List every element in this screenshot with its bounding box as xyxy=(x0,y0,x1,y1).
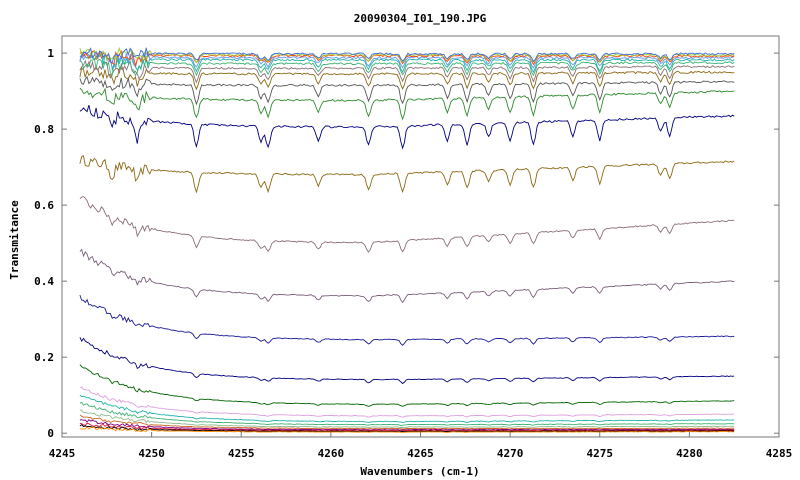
x-tick-label: 4285 xyxy=(766,447,793,460)
series-line-10 xyxy=(79,409,735,429)
y-tick-label: 0.8 xyxy=(34,123,54,136)
series-line-9 xyxy=(79,401,735,426)
series-line-8 xyxy=(79,394,735,423)
x-tick-label: 4250 xyxy=(138,447,165,460)
series-line-17 xyxy=(79,87,735,121)
series-line-23 xyxy=(79,50,735,69)
series-line-2 xyxy=(79,196,735,253)
series-line-18 xyxy=(79,75,735,106)
plot-area: 4245 4250 4255 4260 4265 4270 4275 4280 4285 0 0.… xyxy=(34,35,793,460)
series-group xyxy=(79,46,735,434)
y-tick-label: 1 xyxy=(47,47,54,60)
series-line-7 xyxy=(79,386,735,418)
series-line-4 xyxy=(79,294,735,346)
series-line-15 xyxy=(79,426,735,434)
y-tick-label: 0.6 xyxy=(34,199,54,212)
series-line-16 xyxy=(79,104,735,150)
x-tick-label: 4265 xyxy=(407,447,434,460)
x-tick-label: 4260 xyxy=(318,447,345,460)
x-tick-label: 4275 xyxy=(587,447,614,460)
series-line-26 xyxy=(79,47,735,64)
series-line-13 xyxy=(79,422,735,432)
series-line-12 xyxy=(79,419,735,431)
y-tick-label: 0.4 xyxy=(34,275,54,288)
y-tick-label: 0 xyxy=(47,427,54,440)
series-line-24 xyxy=(79,50,735,68)
x-tick-label: 4280 xyxy=(676,447,703,460)
x-tick-label: 4245 xyxy=(49,447,76,460)
series-line-20 xyxy=(79,59,735,84)
series-line-11 xyxy=(79,414,735,430)
series-line-5 xyxy=(79,337,735,385)
series-line-22 xyxy=(79,52,735,74)
series-line-1 xyxy=(79,155,735,194)
x-tick-label: 4270 xyxy=(497,447,524,460)
y-axis-label: Transmitance xyxy=(8,200,21,280)
chart-title: 20090304_I01_190.JPG xyxy=(354,12,487,25)
x-tick-label: 4255 xyxy=(228,447,255,460)
series-line-6 xyxy=(79,364,735,407)
series-line-19 xyxy=(79,66,735,91)
series-line-21 xyxy=(79,57,735,77)
series-line-14 xyxy=(79,424,735,433)
x-axis: 4245 4250 4255 4260 4265 4270 4275 4280 4285 xyxy=(49,432,793,460)
series-line-3 xyxy=(79,248,735,304)
y-tick-label: 0.2 xyxy=(34,351,54,364)
y-axis: 0 0.2 0.4 0.6 0.8 1 xyxy=(34,47,779,440)
x-axis-label: Wavenumbers (cm-1) xyxy=(360,465,479,478)
